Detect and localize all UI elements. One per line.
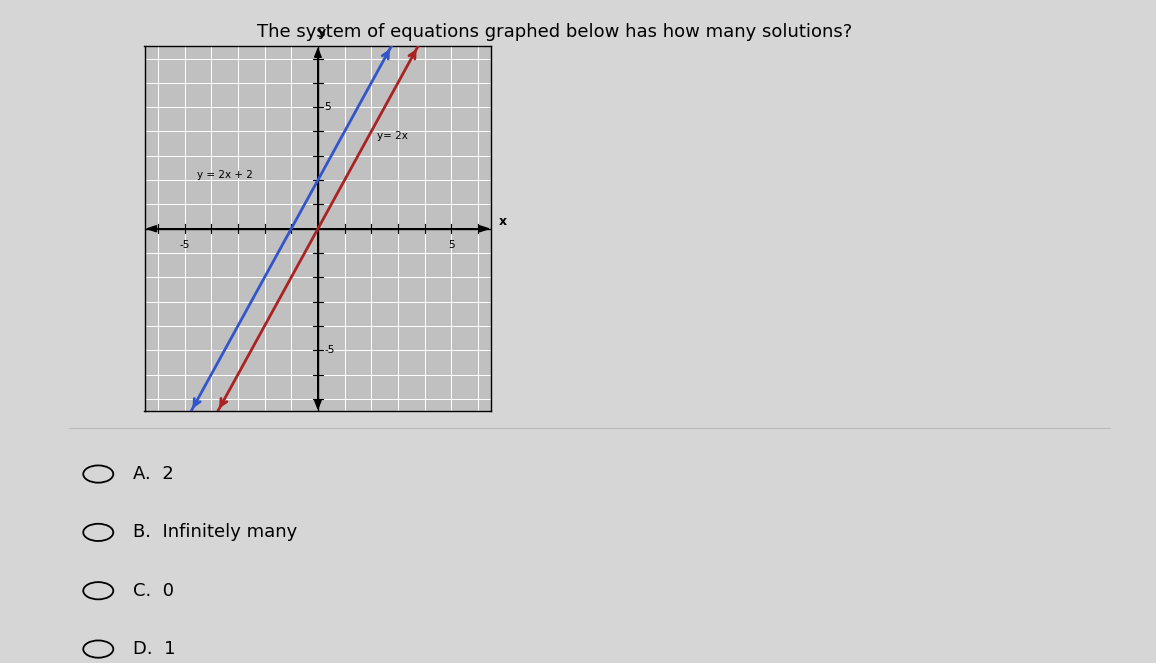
Text: -5: -5 <box>179 240 190 250</box>
FancyArrow shape <box>314 49 321 408</box>
Text: 5: 5 <box>325 102 332 112</box>
Text: The system of equations graphed below has how many solutions?: The system of equations graphed below ha… <box>258 23 852 41</box>
Text: D.  1: D. 1 <box>133 640 176 658</box>
Text: A.  2: A. 2 <box>133 465 173 483</box>
FancyArrow shape <box>314 49 321 408</box>
Text: x: x <box>499 215 507 228</box>
Text: y= 2x: y= 2x <box>377 131 407 141</box>
Text: -5: -5 <box>325 345 335 355</box>
Text: y: y <box>318 26 326 39</box>
Text: B.  Infinitely many: B. Infinitely many <box>133 523 297 542</box>
Text: y = 2x + 2: y = 2x + 2 <box>197 170 252 180</box>
Text: 5: 5 <box>449 240 454 250</box>
FancyArrow shape <box>147 225 489 232</box>
Text: C.  0: C. 0 <box>133 581 173 600</box>
FancyArrow shape <box>147 225 489 232</box>
